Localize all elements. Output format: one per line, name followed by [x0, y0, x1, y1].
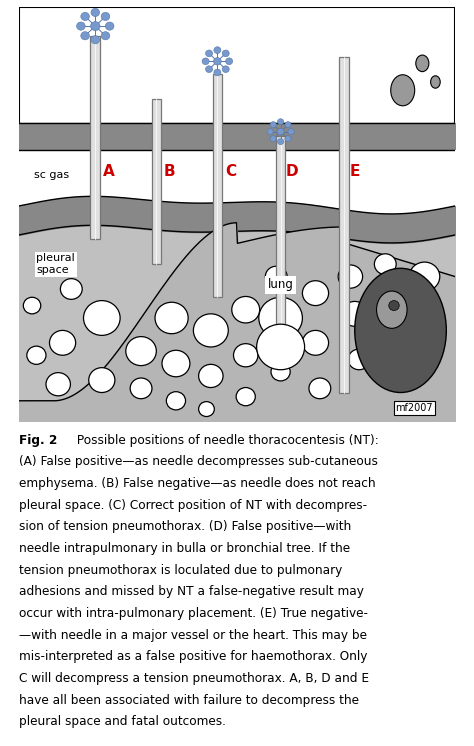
Circle shape — [81, 31, 90, 40]
Circle shape — [193, 314, 228, 347]
Bar — [276, 136, 285, 347]
Circle shape — [302, 280, 328, 306]
Circle shape — [222, 66, 229, 72]
Circle shape — [415, 317, 443, 344]
Text: B: B — [164, 163, 175, 178]
Circle shape — [381, 343, 398, 360]
Text: pleural
space: pleural space — [36, 254, 75, 275]
Text: E: E — [349, 163, 360, 178]
Circle shape — [155, 302, 188, 333]
Circle shape — [409, 262, 440, 291]
Ellipse shape — [376, 291, 407, 328]
Circle shape — [277, 128, 284, 135]
Text: mf2007: mf2007 — [396, 403, 433, 413]
Circle shape — [342, 301, 368, 326]
Circle shape — [259, 297, 302, 339]
Circle shape — [202, 58, 209, 65]
Circle shape — [214, 69, 221, 76]
Circle shape — [374, 254, 396, 275]
Circle shape — [46, 373, 71, 396]
Circle shape — [49, 330, 76, 355]
Circle shape — [277, 139, 284, 145]
Circle shape — [285, 136, 291, 142]
Circle shape — [23, 297, 41, 314]
Circle shape — [236, 387, 255, 406]
Circle shape — [83, 301, 120, 336]
Text: sion of tension pneumothorax. (D) False positive—with: sion of tension pneumothorax. (D) False … — [19, 520, 351, 533]
Circle shape — [199, 401, 214, 416]
Bar — [91, 37, 100, 239]
Text: pleural space. (C) Correct position of NT with decompres-: pleural space. (C) Correct position of N… — [19, 498, 367, 512]
Circle shape — [309, 378, 331, 398]
Circle shape — [81, 13, 90, 21]
Circle shape — [166, 392, 185, 410]
Circle shape — [27, 346, 46, 364]
Bar — [212, 74, 222, 297]
Text: needle intrapulmonary in bulla or bronchial tree. If the: needle intrapulmonary in bulla or bronch… — [19, 542, 350, 555]
Ellipse shape — [391, 75, 415, 106]
Bar — [339, 57, 349, 392]
Circle shape — [302, 330, 328, 355]
Circle shape — [105, 22, 114, 30]
Circle shape — [199, 364, 223, 387]
Text: (A) False positive—as needle decompresses sub-cutaneous: (A) False positive—as needle decompresse… — [19, 455, 378, 468]
Circle shape — [270, 122, 276, 128]
Circle shape — [226, 58, 233, 65]
Circle shape — [270, 136, 276, 142]
Circle shape — [91, 8, 100, 16]
Text: adhesions and missed by NT a false-negative result may: adhesions and missed by NT a false-negat… — [19, 586, 364, 598]
Circle shape — [222, 50, 229, 57]
Circle shape — [89, 368, 115, 392]
Ellipse shape — [430, 76, 440, 88]
Circle shape — [267, 129, 273, 134]
Circle shape — [288, 129, 294, 134]
Text: sc gas: sc gas — [34, 170, 69, 180]
Text: lung: lung — [268, 278, 293, 292]
Circle shape — [383, 295, 405, 316]
Circle shape — [60, 279, 82, 299]
Circle shape — [234, 344, 258, 367]
Text: have all been associated with failure to decompress the: have all been associated with failure to… — [19, 694, 359, 706]
Ellipse shape — [355, 269, 447, 392]
Circle shape — [206, 50, 212, 57]
Text: C: C — [225, 163, 236, 178]
Circle shape — [256, 325, 305, 370]
Circle shape — [126, 336, 156, 366]
Text: Possible positions of needle thoracocentesis (NT):: Possible positions of needle thoracocent… — [69, 433, 379, 447]
Text: A: A — [102, 163, 114, 178]
Text: D: D — [285, 163, 298, 178]
Text: mis-interpreted as a false positive for haemothorax. Only: mis-interpreted as a false positive for … — [19, 651, 367, 663]
Circle shape — [214, 47, 221, 54]
Circle shape — [348, 349, 370, 370]
Bar — [152, 98, 161, 264]
Circle shape — [206, 66, 212, 72]
Circle shape — [91, 22, 100, 31]
Text: C will decompress a tension pneumothorax. A, B, D and E: C will decompress a tension pneumothorax… — [19, 672, 369, 685]
Text: emphysema. (B) False negative—as needle does not reach: emphysema. (B) False negative—as needle … — [19, 477, 375, 490]
Circle shape — [338, 265, 363, 288]
Circle shape — [265, 266, 287, 287]
Text: Fig. 2: Fig. 2 — [19, 433, 57, 447]
Text: —with needle in a major vessel or the heart. This may be: —with needle in a major vessel or the he… — [19, 629, 367, 642]
Circle shape — [101, 13, 110, 21]
Circle shape — [101, 31, 110, 40]
Circle shape — [271, 363, 290, 381]
Text: occur with intra-pulmonary placement. (E) True negative-: occur with intra-pulmonary placement. (E… — [19, 607, 368, 620]
Circle shape — [277, 119, 284, 125]
Circle shape — [77, 22, 85, 30]
Text: tension pneumothorax is loculated due to pulmonary: tension pneumothorax is loculated due to… — [19, 564, 342, 577]
Text: pleural space and fatal outcomes.: pleural space and fatal outcomes. — [19, 715, 226, 728]
Circle shape — [232, 296, 260, 323]
Circle shape — [162, 351, 190, 377]
Circle shape — [130, 378, 152, 398]
Circle shape — [389, 301, 399, 310]
Circle shape — [285, 122, 291, 128]
Ellipse shape — [416, 55, 429, 72]
Circle shape — [213, 57, 221, 65]
Circle shape — [91, 36, 100, 44]
